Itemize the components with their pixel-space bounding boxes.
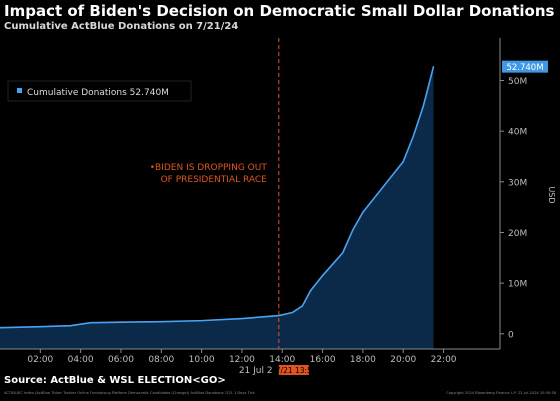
data-point [160, 321, 162, 323]
last-value-badge [502, 60, 548, 73]
data-point [39, 326, 41, 328]
x-tick-label: 18:00 [350, 355, 376, 365]
data-point [278, 314, 280, 317]
x-tick-label: 04:00 [68, 355, 94, 365]
data-point [241, 318, 243, 320]
data-point [291, 311, 293, 314]
data-point [90, 322, 92, 324]
data-point [432, 66, 435, 68]
x-tick-label: 06:00 [108, 355, 134, 365]
x-tick-label: 16:00 [310, 355, 336, 365]
data-point [0, 327, 1, 329]
data-point [201, 320, 203, 322]
data-point [309, 290, 312, 292]
y-tick-label: 50M [508, 77, 527, 87]
data-point [382, 186, 384, 188]
chart-title: Impact of Biden's Decision on Democratic… [4, 2, 555, 20]
footer-disclaimer: ACTBLUEC Index (ActBlue Ticker Tracker O… [4, 391, 255, 395]
x-tick-label: 10:00 [189, 355, 215, 365]
y-tick-label: 20M [508, 229, 527, 239]
data-point [120, 321, 122, 323]
legend-label: Cumulative Donations 52.740M [27, 88, 169, 98]
y-axis-label: USD [547, 186, 556, 203]
y-tick-label: 0 [508, 330, 514, 340]
legend-swatch [17, 88, 22, 93]
legend-box [7, 80, 192, 102]
data-point [412, 135, 414, 137]
series-area [0, 66, 434, 349]
footer-copyright: Copyright 2024 Bloomberg Finance L.P. 22… [446, 391, 556, 395]
highlight-badge [278, 365, 309, 375]
x-tick-label: 02:00 [27, 355, 53, 365]
y-tick-label: 40M [508, 128, 527, 138]
data-point [342, 252, 344, 254]
y-tick-label: 30M [508, 178, 527, 188]
x-tick-label: 14:00 [269, 355, 295, 365]
chart-subtitle: Cumulative ActBlue Donations on 7/21/24 [4, 21, 239, 32]
data-point [321, 274, 324, 277]
data-point [362, 211, 364, 213]
x-tick-label: 08:00 [148, 355, 174, 365]
data-point [69, 325, 72, 327]
data-point [422, 105, 424, 107]
data-point [402, 160, 404, 163]
x-tick-label: 20:00 [390, 355, 416, 365]
source-note: Source: ActBlue & WSL ELECTION<GO> [4, 375, 226, 386]
highlight-label: 07/21 13:50 [271, 366, 317, 375]
x-date-label: 21 Jul 2 [239, 366, 273, 376]
last-value-label: 52.740M [506, 63, 543, 73]
event-annotation: OF PRESIDENTIAL RACE [161, 175, 268, 185]
x-tick-label: 22:00 [431, 355, 457, 365]
y-tick-label: 10M [508, 280, 527, 290]
data-point [301, 305, 304, 307]
x-tick-label: 12:00 [229, 355, 255, 365]
data-point [352, 229, 354, 231]
event-annotation: •BIDEN IS DROPPING OUT [150, 163, 268, 173]
